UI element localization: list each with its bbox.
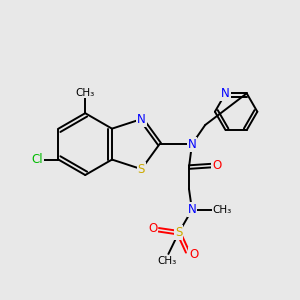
Text: CH₃: CH₃ [157, 256, 177, 266]
Text: N: N [188, 203, 196, 216]
Text: S: S [175, 226, 182, 239]
Text: N: N [188, 138, 196, 151]
Text: S: S [138, 163, 145, 176]
Text: CH₃: CH₃ [76, 88, 95, 98]
Text: O: O [148, 222, 158, 235]
Text: Cl: Cl [31, 153, 43, 166]
Text: CH₃: CH₃ [213, 205, 232, 215]
Text: N: N [221, 87, 230, 100]
Text: O: O [189, 248, 199, 261]
Text: N: N [137, 112, 146, 126]
Text: O: O [212, 159, 222, 172]
